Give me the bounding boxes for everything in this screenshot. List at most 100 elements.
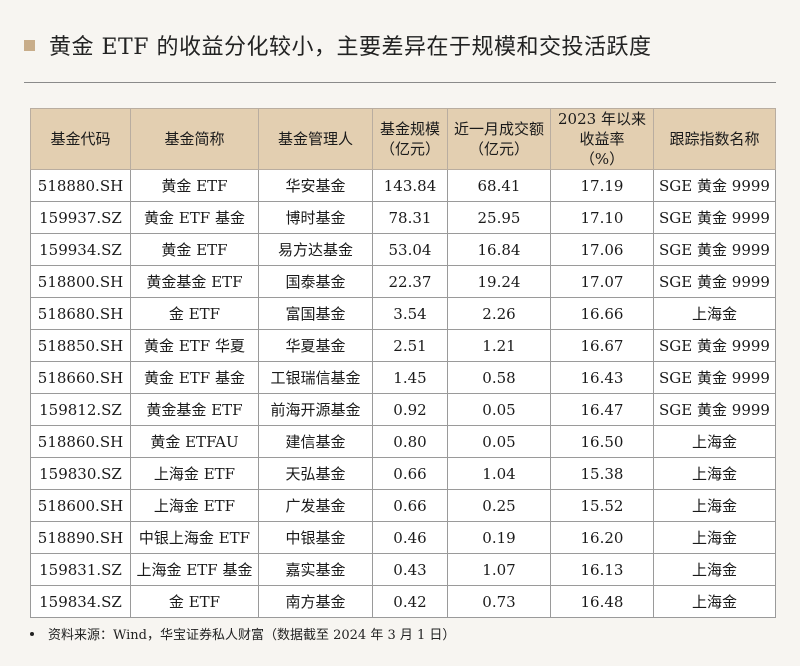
cell-fund-size: 3.54: [372, 297, 448, 330]
table-row: 159830.SZ 上海金 ETF 天弘基金 0.66 1.04 15.38 上海金: [30, 457, 776, 490]
cell-ytd-return: 16.20: [550, 521, 654, 554]
cell-monthly-turnover: 1.21: [447, 329, 551, 362]
cell-fund-manager: 天弘基金: [258, 457, 373, 490]
cell-fund-size: 0.92: [372, 393, 448, 426]
cell-tracking-index: 上海金: [653, 425, 776, 458]
cell-fund-code: 518680.SH: [30, 297, 131, 330]
cell-fund-code: 518600.SH: [30, 489, 131, 522]
cell-monthly-turnover: 68.41: [447, 169, 551, 202]
title-divider: [24, 82, 776, 83]
cell-fund-name: 黄金 ETF 华夏: [130, 329, 259, 362]
cell-monthly-turnover: 2.26: [447, 297, 551, 330]
cell-monthly-turnover: 0.73: [447, 585, 551, 618]
cell-fund-name: 黄金 ETFAU: [130, 425, 259, 458]
cell-fund-name: 黄金 ETF 基金: [130, 361, 259, 394]
cell-tracking-index: SGE 黄金 9999: [653, 393, 776, 426]
cell-fund-manager: 南方基金: [258, 585, 373, 618]
cell-fund-size: 53.04: [372, 233, 448, 266]
cell-fund-size: 143.84: [372, 169, 448, 202]
header-monthly-turnover: 近一月成交额 （亿元）: [447, 108, 551, 170]
header-fund-name: 基金简称: [130, 108, 259, 170]
cell-fund-size: 78.31: [372, 201, 448, 234]
cell-tracking-index: SGE 黄金 9999: [653, 361, 776, 394]
cell-fund-size: 0.43: [372, 553, 448, 586]
cell-fund-manager: 华夏基金: [258, 329, 373, 362]
bullet-icon: [30, 631, 34, 636]
table-row: 518660.SH 黄金 ETF 基金 工银瑞信基金 1.45 0.58 16.43 SGE…: [30, 361, 776, 394]
cell-monthly-turnover: 16.84: [447, 233, 551, 266]
header-fund-size: 基金规模 （亿元）: [372, 108, 448, 170]
cell-fund-manager: 建信基金: [258, 425, 373, 458]
cell-tracking-index: SGE 黄金 9999: [653, 201, 776, 234]
title-marker-square: [24, 39, 35, 51]
cell-ytd-return: 17.07: [550, 265, 654, 298]
cell-tracking-index: 上海金: [653, 585, 776, 618]
table-row: 159831.SZ 上海金 ETF 基金 嘉实基金 0.43 1.07 16.13 上海金: [30, 553, 776, 586]
cell-ytd-return: 16.43: [550, 361, 654, 394]
cell-fund-code: 159830.SZ: [30, 457, 131, 490]
table-row: 159834.SZ 金 ETF 南方基金 0.42 0.73 16.48 上海金: [30, 585, 776, 618]
cell-monthly-turnover: 0.05: [447, 425, 551, 458]
cell-ytd-return: 16.67: [550, 329, 654, 362]
cell-fund-name: 黄金 ETF 基金: [130, 201, 259, 234]
cell-tracking-index: 上海金: [653, 297, 776, 330]
cell-fund-name: 黄金 ETF: [130, 169, 259, 202]
source-footnote: 资料来源：Wind，华宝证券私人财富（数据截至 2024 年 3 月 1 日）: [30, 624, 455, 643]
cell-ytd-return: 16.48: [550, 585, 654, 618]
cell-fund-size: 0.66: [372, 457, 448, 490]
header-fund-code: 基金代码: [30, 108, 131, 170]
cell-fund-manager: 前海开源基金: [258, 393, 373, 426]
header-ytd-return: 2023 年以来收益率 （%）: [550, 108, 654, 170]
table-row: 518880.SH 黄金 ETF 华安基金 143.84 68.41 17.19 SGE 黄…: [30, 169, 776, 202]
table-header-row: 基金代码 基金简称 基金管理人 基金规模 （亿元） 近一月成交额 （亿元） 2023 年以来收…: [30, 108, 776, 170]
header-tracking-index: 跟踪指数名称: [653, 108, 776, 170]
cell-tracking-index: SGE 黄金 9999: [653, 233, 776, 266]
cell-fund-manager: 中银基金: [258, 521, 373, 554]
cell-fund-name: 金 ETF: [130, 297, 259, 330]
cell-fund-manager: 华安基金: [258, 169, 373, 202]
cell-tracking-index: 上海金: [653, 521, 776, 554]
cell-fund-size: 1.45: [372, 361, 448, 394]
cell-ytd-return: 16.13: [550, 553, 654, 586]
cell-fund-code: 518800.SH: [30, 265, 131, 298]
cell-ytd-return: 16.47: [550, 393, 654, 426]
cell-monthly-turnover: 0.25: [447, 489, 551, 522]
cell-ytd-return: 17.10: [550, 201, 654, 234]
cell-monthly-turnover: 1.04: [447, 457, 551, 490]
footnote-text: 资料来源：Wind，华宝证券私人财富（数据截至 2024 年 3 月 1 日）: [48, 628, 456, 643]
page-title: 黄金 ETF 的收益分化较小，主要差异在于规模和交投活跃度: [49, 35, 652, 60]
cell-fund-name: 黄金 ETF: [130, 233, 259, 266]
cell-fund-code: 518880.SH: [30, 169, 131, 202]
cell-fund-size: 0.80: [372, 425, 448, 458]
cell-ytd-return: 17.06: [550, 233, 654, 266]
table-row: 159937.SZ 黄金 ETF 基金 博时基金 78.31 25.95 17.10 SGE…: [30, 201, 776, 234]
cell-fund-size: 0.42: [372, 585, 448, 618]
cell-fund-code: 518660.SH: [30, 361, 131, 394]
cell-ytd-return: 17.19: [550, 169, 654, 202]
cell-fund-code: 159834.SZ: [30, 585, 131, 618]
gold-etf-table: 基金代码 基金简称 基金管理人 基金规模 （亿元） 近一月成交额 （亿元） 2023 年以来收…: [30, 108, 776, 618]
header-fund-manager: 基金管理人: [258, 108, 373, 170]
cell-tracking-index: SGE 黄金 9999: [653, 169, 776, 202]
cell-fund-name: 上海金 ETF: [130, 489, 259, 522]
cell-fund-code: 159937.SZ: [30, 201, 131, 234]
cell-fund-manager: 广发基金: [258, 489, 373, 522]
table-row: 159934.SZ 黄金 ETF 易方达基金 53.04 16.84 17.06 SGE 黄…: [30, 233, 776, 266]
cell-ytd-return: 15.52: [550, 489, 654, 522]
cell-fund-manager: 富国基金: [258, 297, 373, 330]
cell-fund-name: 黄金基金 ETF: [130, 393, 259, 426]
cell-monthly-turnover: 1.07: [447, 553, 551, 586]
cell-tracking-index: SGE 黄金 9999: [653, 265, 776, 298]
cell-fund-size: 0.46: [372, 521, 448, 554]
table-header: 基金代码 基金简称 基金管理人 基金规模 （亿元） 近一月成交额 （亿元） 2023 年以来收…: [30, 108, 776, 170]
cell-fund-code: 159812.SZ: [30, 393, 131, 426]
cell-ytd-return: 16.66: [550, 297, 654, 330]
cell-fund-manager: 嘉实基金: [258, 553, 373, 586]
cell-monthly-turnover: 0.19: [447, 521, 551, 554]
cell-tracking-index: 上海金: [653, 553, 776, 586]
cell-fund-manager: 工银瑞信基金: [258, 361, 373, 394]
cell-fund-size: 22.37: [372, 265, 448, 298]
cell-tracking-index: 上海金: [653, 457, 776, 490]
cell-fund-code: 518850.SH: [30, 329, 131, 362]
cell-fund-code: 159831.SZ: [30, 553, 131, 586]
